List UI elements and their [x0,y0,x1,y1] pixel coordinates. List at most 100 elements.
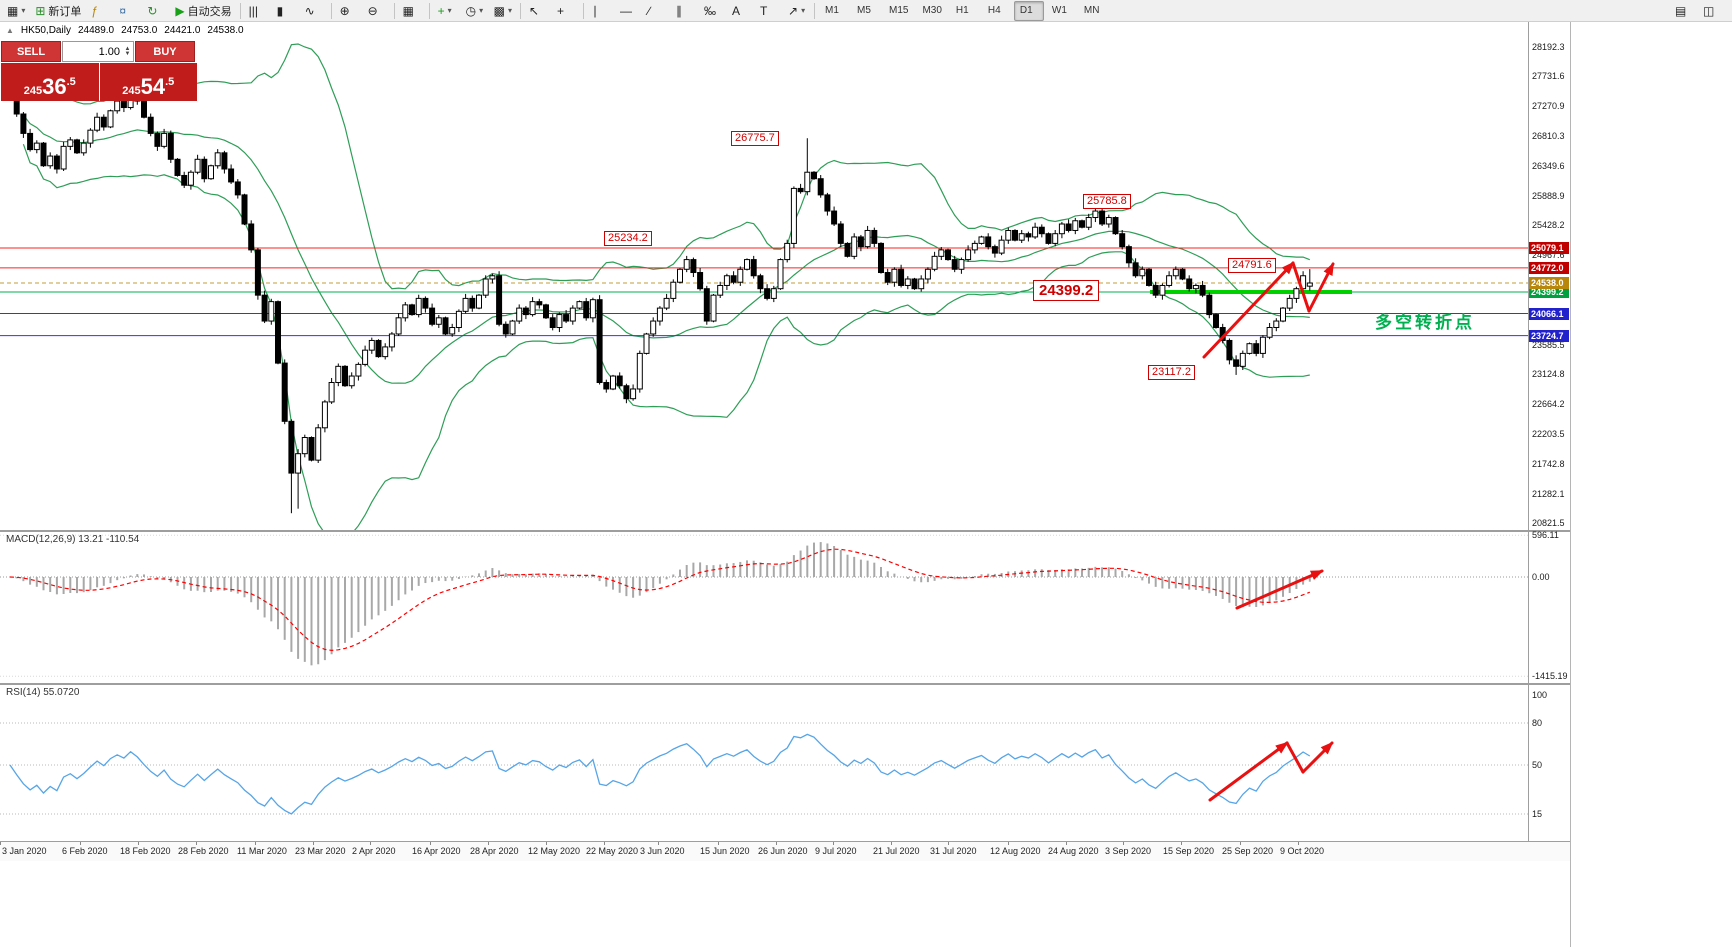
volume-input[interactable] [68,45,122,58]
text-button[interactable]: A [728,1,754,21]
time-axis-label: 16 Apr 2020 [412,846,461,856]
rsi-value: 55.0720 [43,687,80,698]
timeframe-m1[interactable]: M1 [819,1,849,21]
timeframe-h1[interactable]: H1 [950,1,980,21]
new-order-button[interactable]: ⊞ 新订单 [31,1,85,21]
macd-signal-line [9,548,1311,652]
refresh-button[interactable]: ↻ [143,1,169,21]
fibonacci-button[interactable]: ‰ [700,1,726,21]
timeframe-m5-label: M5 [857,5,871,16]
volume-decrease-button[interactable]: ▼ [124,50,131,57]
refresh-icon: ↻ [147,3,158,18]
horizontal-line-button[interactable]: ― [616,1,642,21]
tile-windows-button[interactable]: ▦ [399,1,425,21]
sell-price[interactable]: 245 36.5 [1,63,99,101]
time-axis-label: 11 Mar 2020 [237,846,287,856]
timeframe-d1-label: D1 [1019,5,1033,16]
time-axis-tick [891,842,892,845]
timeframe-h4[interactable]: H4 [982,1,1012,21]
time-axis-tick [1066,842,1067,845]
ohlc-open: 24489.0 [77,25,115,36]
timeframe-w1[interactable]: W1 [1046,1,1076,21]
line-chart-button[interactable]: ∿ [301,1,327,21]
price-axis-label: 27270.9 [1532,101,1565,112]
price-level-tag: 23724.7 [1529,329,1569,342]
rsi-panel[interactable] [0,722,1528,815]
chart-price-label: 24399.2 [1033,280,1100,301]
history-center-button[interactable]: ¤ [115,1,141,21]
periods-button[interactable]: ◷ ▾ [462,1,488,21]
autotrading-button-label: 自动交易 [187,5,232,18]
volume-increase-button[interactable]: ▲ [124,45,131,52]
timeframe-w1-label: W1 [1051,5,1067,16]
chevron-down-icon: ▾ [479,6,484,15]
print-preview-button[interactable]: ◫ [1699,1,1725,21]
time-axis-label: 22 May 2020 [586,846,639,856]
time-axis-tick [196,842,197,845]
sell-button[interactable]: SELL [1,41,61,62]
new-chart-button[interactable]: ▦ ▾ [3,1,29,21]
time-axis-label: 28 Apr 2020 [470,846,519,856]
timeframe-m5[interactable]: M5 [851,1,881,21]
cursor-icon: ↖ [529,3,540,18]
timeframe-d1[interactable]: D1 [1013,0,1044,21]
time-axis-label: 21 Jul 2020 [873,846,920,856]
zoom-in-button[interactable]: ⊕ [336,1,362,21]
equidistant-channel-button[interactable]: ∥ [672,1,698,21]
crosshair-icon: + [557,3,565,18]
time-axis-label: 15 Sep 2020 [1163,846,1215,856]
price-axis-label: 28192.3 [1532,41,1565,52]
chart-price-label: 23117.2 [1148,365,1195,380]
buy-price-value: 54 [140,74,166,100]
toolbar-separator [520,2,522,19]
text-label-button[interactable]: T [756,1,782,21]
price-axis-label: 23585.5 [1532,339,1565,350]
crosshair-button[interactable]: + [553,1,579,21]
vertical-line-button[interactable]: ∣ [588,1,614,21]
sell-price-value: 36 [42,74,67,100]
macd-panel-separator[interactable] [0,530,1570,532]
bar-chart-button[interactable]: ||| [245,1,271,21]
time-axis-tick [1240,842,1241,845]
indicators-button[interactable]: + ▾ [434,1,460,21]
main-chart-panel[interactable] [0,43,1528,539]
templates-icon: ▩ [493,3,505,18]
sell-price-value: 245 [23,84,43,97]
symbol-marker-icon: ▲ [6,26,14,35]
chevron-down-icon: ▾ [508,6,513,15]
time-axis-label: 3 Sep 2020 [1105,846,1152,856]
timeframe-m30[interactable]: M30 [916,1,947,21]
autotrading-button[interactable]: ▶ 自动交易 [171,1,235,21]
time-axis-label: 23 Mar 2020 [295,846,346,856]
toolbar-separator [330,2,332,19]
autotrading-icon: ▶ [175,3,185,18]
macd-panel[interactable] [0,534,1528,677]
arrows-button[interactable]: ↗ ▾ [784,1,810,21]
buy-button[interactable]: BUY [135,41,195,62]
trend-arrows-main [1202,261,1335,359]
price-axis-label: 25428.2 [1532,220,1565,231]
timeframe-m15[interactable]: M15 [883,1,914,21]
zoom-out-button[interactable]: ⊖ [364,1,390,21]
new-chart-icon: ▦ [7,3,19,18]
print-button[interactable]: ▤ [1671,1,1697,21]
experts-button[interactable]: ƒ [87,1,113,21]
candlestick-chart-button[interactable]: ▮ [273,1,299,21]
timeframe-m1-label: M1 [825,5,839,16]
time-axis-tick [1181,842,1182,845]
trendline-button[interactable]: ∕ [644,1,670,21]
time-axis-tick [488,842,489,845]
timeframe-mn[interactable]: MN [1078,1,1108,21]
buy-price[interactable]: 245 54.5 [99,63,197,101]
cursor-button[interactable]: ↖ [525,1,551,21]
rsi-axis-label: 80 [1532,718,1543,728]
ohlc-low: 24421.0 [164,25,201,36]
price-axis-label: 21282.1 [1532,488,1565,499]
time-axis[interactable]: 3 Jan 2020 6 Feb 2020 18 Feb 2020 28 Feb 20… [0,841,1570,861]
templates-button[interactable]: ▩ ▾ [490,1,516,21]
time-axis-tick [776,842,777,845]
candlestick-chart-icon: ▮ [276,3,284,18]
rsi-panel-separator[interactable] [0,683,1570,685]
